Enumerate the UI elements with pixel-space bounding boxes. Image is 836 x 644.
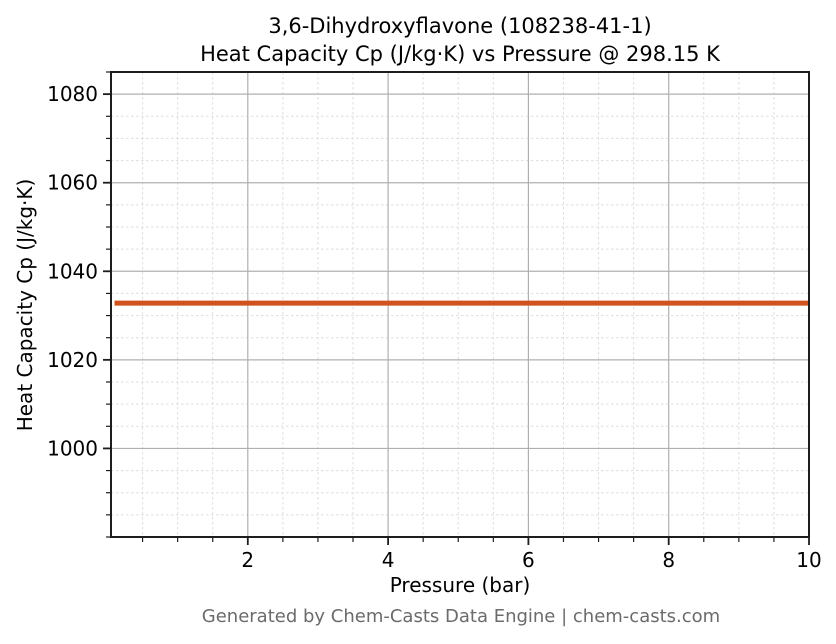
y-tick-label: 1040 — [47, 259, 98, 283]
x-tick-label: 4 — [382, 548, 395, 572]
y-tick-label: 1080 — [47, 82, 98, 106]
x-axis-label: Pressure (bar) — [390, 573, 531, 597]
axis-tick-labels: 2 4 6 8 10 1000 1020 1040 1060 1080 — [47, 82, 822, 572]
axis-ticks — [103, 71, 810, 545]
footer-credit: Generated by Chem-Casts Data Engine | ch… — [202, 606, 720, 627]
plot-spines — [110, 71, 810, 538]
plot-border — [110, 71, 810, 538]
y-tick-label: 1060 — [47, 171, 98, 195]
x-tick-label: 6 — [522, 548, 535, 572]
y-axis-label: Heat Capacity Cp (J/kg·K) — [13, 179, 37, 432]
x-tick-label: 10 — [796, 548, 821, 572]
y-tick-label: 1000 — [47, 436, 98, 460]
chart-title-line1: 3,6-Dihydroxyflavone (108238-41-1) — [268, 14, 651, 38]
x-tick-label: 8 — [662, 548, 675, 572]
y-tick-label: 1020 — [47, 348, 98, 372]
chart-title-line2: Heat Capacity Cp (J/kg·K) vs Pressure @ … — [200, 42, 721, 66]
x-tick-label: 2 — [241, 548, 254, 572]
